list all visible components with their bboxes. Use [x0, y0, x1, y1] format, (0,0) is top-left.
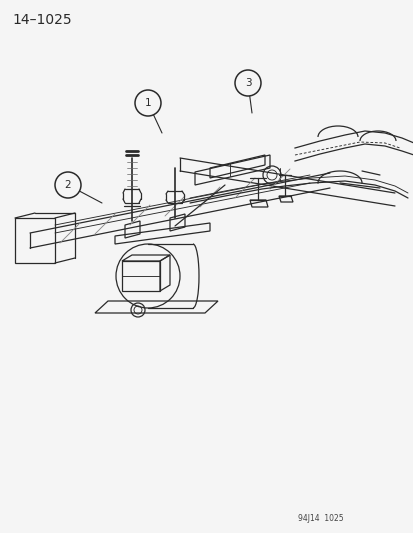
Text: 1: 1 [144, 98, 151, 108]
Circle shape [55, 172, 81, 198]
Text: 14–1025: 14–1025 [12, 13, 72, 27]
Text: 2: 2 [64, 180, 71, 190]
Text: 3: 3 [244, 78, 251, 88]
Circle shape [135, 90, 161, 116]
Circle shape [235, 70, 260, 96]
Text: 94J14  1025: 94J14 1025 [297, 514, 343, 523]
